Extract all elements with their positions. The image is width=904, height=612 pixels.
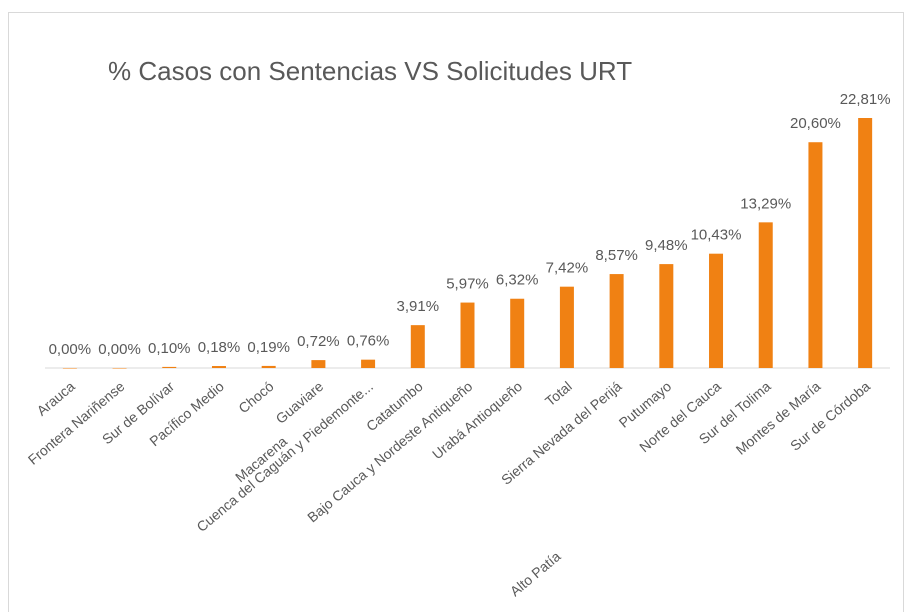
bar xyxy=(609,274,624,368)
data-label: 3,91% xyxy=(397,298,440,315)
x-tick-label: Montes de María xyxy=(733,378,824,458)
data-label: 20,60% xyxy=(790,115,841,132)
x-tick-label: Arauca xyxy=(34,378,78,419)
bar xyxy=(410,325,425,368)
data-label: 10,43% xyxy=(691,227,742,244)
x-tick-label: Urabá Antioqueño xyxy=(429,378,525,462)
chart-title: % Casos con Sentencias VS Solicitudes UR… xyxy=(108,56,632,86)
bar xyxy=(758,222,773,368)
bar xyxy=(659,264,674,368)
data-label: 22,81% xyxy=(840,91,891,108)
data-label: 0,10% xyxy=(148,340,191,357)
data-label: 0,19% xyxy=(247,339,290,356)
data-label: 13,29% xyxy=(740,195,791,212)
x-tick-label: Chocó xyxy=(235,378,276,416)
bar xyxy=(261,365,276,368)
data-label: 6,32% xyxy=(496,272,539,289)
x-tick-label: Total xyxy=(542,378,575,409)
bar xyxy=(709,253,724,368)
bar xyxy=(112,368,127,369)
data-label: 7,42% xyxy=(546,260,589,277)
bar xyxy=(808,142,823,368)
x-tick-label-line: Alto Patía xyxy=(507,548,564,599)
bar xyxy=(559,286,574,368)
bar xyxy=(361,359,376,368)
bar xyxy=(62,368,77,369)
bar xyxy=(510,298,525,368)
data-label: 8,57% xyxy=(595,247,638,264)
data-label: 0,18% xyxy=(198,339,241,356)
x-tick-label: Cuenca del Caguán y Piedemonte... xyxy=(193,378,376,535)
data-label: 0,76% xyxy=(347,333,390,350)
data-label: 5,97% xyxy=(446,276,489,293)
bar xyxy=(211,366,226,368)
data-label: 0,00% xyxy=(98,341,141,358)
bar xyxy=(162,366,177,368)
bar xyxy=(858,118,873,368)
bar xyxy=(311,360,326,368)
data-label: 0,72% xyxy=(297,333,340,350)
bar xyxy=(460,302,475,368)
data-label: 0,00% xyxy=(49,341,92,358)
data-label: 9,48% xyxy=(645,237,688,254)
